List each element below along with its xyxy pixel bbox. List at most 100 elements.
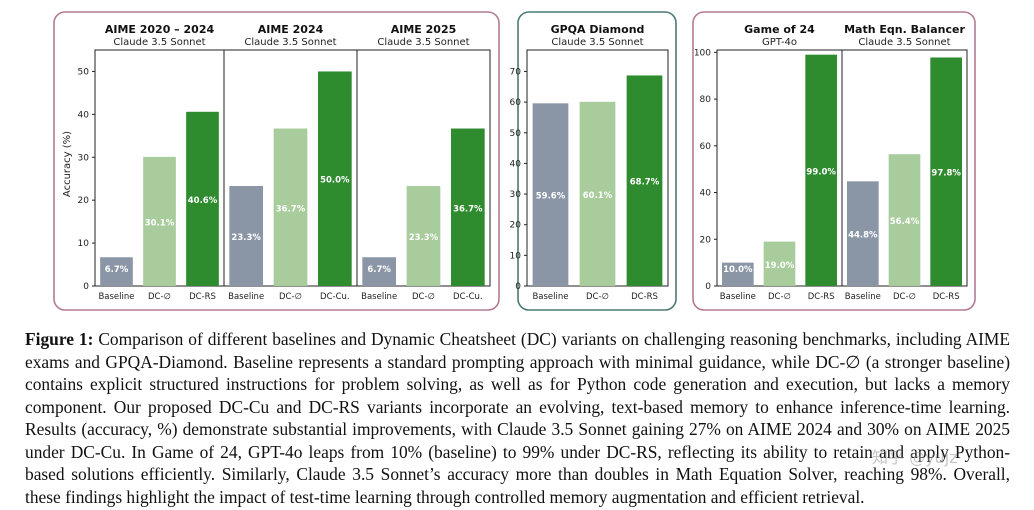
y-tick-label: 50	[78, 67, 90, 77]
bar-DC-∅	[579, 101, 616, 287]
bar-DC-∅	[406, 186, 441, 286]
y-axis-label: Accuracy (%)	[62, 131, 73, 197]
bar-value-label: 23.3%	[231, 233, 261, 243]
y-tick-label: 60	[700, 142, 712, 152]
bar-DC-RS	[626, 75, 663, 286]
x-tick-label: DC-RS	[808, 292, 835, 302]
figure-caption: Figure 1: Comparison of different baseli…	[25, 328, 1010, 508]
y-tick-label: 10	[78, 239, 90, 249]
bar-Baseline	[722, 262, 754, 286]
y-tick-label: 40	[78, 110, 90, 120]
x-tick-label: DC-∅	[586, 292, 609, 302]
bar-DC-RS	[186, 111, 219, 286]
y-tick-label: 0	[515, 282, 521, 292]
panel-title: GPQA Diamond	[551, 23, 645, 36]
bar-value-label: 10.0%	[723, 265, 753, 275]
group-box-math	[692, 11, 976, 311]
bar-value-label: 30.1%	[145, 218, 175, 228]
bar-DC-Cu.	[317, 71, 352, 286]
x-tick-label: DC-∅	[412, 292, 435, 302]
bar-value-label: 19.0%	[765, 261, 795, 271]
bar-DC-Cu.	[450, 128, 485, 286]
bar-value-label: 6.7%	[367, 265, 391, 275]
bar-DC-RS	[805, 54, 837, 287]
bar-Baseline	[100, 257, 133, 286]
y-tick-label: 30	[510, 190, 522, 200]
x-tick-label: Baseline	[98, 292, 134, 302]
panel-title: Game of 24	[744, 23, 815, 36]
bar-value-label: 44.8%	[848, 231, 878, 241]
y-tick-label: 60	[510, 98, 522, 108]
bar-value-label: 97.8%	[931, 169, 961, 179]
y-tick-label: 30	[78, 153, 90, 163]
bar-value-label: 60.1%	[583, 191, 613, 201]
y-tick-label: 40	[510, 159, 522, 169]
x-tick-label: Baseline	[845, 292, 881, 302]
x-tick-label: DC-∅	[893, 292, 916, 302]
bar-value-label: 23.3%	[409, 233, 439, 243]
panel-subtitle: GPT-4o	[762, 37, 797, 48]
x-tick-label: DC-RS	[631, 292, 658, 302]
y-tick-label: 20	[78, 196, 90, 206]
caption-lead: Figure 1:	[25, 329, 94, 349]
watermark: 知乎 @yujz	[872, 448, 958, 467]
bar-DC-∅	[888, 154, 921, 286]
y-tick-label: 0	[705, 282, 711, 292]
panel-subtitle: Claude 3.5 Sonnet	[244, 37, 336, 48]
panel-subtitle: Claude 3.5 Sonnet	[377, 37, 469, 48]
panel-subtitle: Claude 3.5 Sonnet	[113, 37, 205, 48]
bar-DC-∅	[273, 128, 308, 286]
y-tick-label: 100	[694, 48, 711, 58]
panel-title: AIME 2020 – 2024	[105, 23, 215, 36]
x-tick-label: Baseline	[361, 292, 397, 302]
bar-DC-RS	[930, 57, 962, 286]
bar-value-label: 56.4%	[890, 217, 920, 227]
x-tick-label: DC-∅	[768, 292, 791, 302]
x-tick-label: DC-RS	[189, 292, 216, 302]
x-tick-label: Baseline	[720, 292, 756, 302]
y-tick-label: 70	[510, 67, 522, 77]
group-box-gpqa	[517, 11, 677, 311]
y-tick-label: 10	[510, 251, 522, 261]
panel-title: Math Eqn. Balancer	[844, 23, 965, 36]
group-box-aime	[53, 11, 500, 311]
y-tick-label: 0	[83, 282, 89, 292]
x-tick-label: DC-Cu.	[320, 292, 350, 302]
bar-value-label: 6.7%	[105, 265, 129, 275]
x-tick-label: Baseline	[228, 292, 264, 302]
y-tick-label: 20	[510, 221, 522, 231]
bar-Baseline	[847, 181, 879, 286]
bar-Baseline	[532, 103, 569, 287]
x-tick-label: DC-∅	[279, 292, 302, 302]
bar-value-label: 68.7%	[630, 178, 660, 188]
x-tick-label: DC-∅	[148, 292, 171, 302]
panel-title: AIME 2025	[391, 23, 457, 36]
bar-Baseline	[229, 186, 264, 286]
bar-Baseline	[362, 257, 397, 286]
y-tick-label: 40	[700, 189, 712, 199]
caption-text: Comparison of different baselines and Dy…	[25, 329, 1011, 507]
bar-value-label: 40.6%	[188, 196, 218, 206]
y-tick-label: 80	[700, 95, 712, 105]
x-tick-label: DC-Cu.	[453, 292, 483, 302]
bar-DC-∅	[763, 241, 796, 286]
bar-value-label: 36.7%	[453, 204, 483, 214]
bar-value-label: 50.0%	[320, 176, 350, 186]
bar-value-label: 59.6%	[536, 192, 566, 202]
x-tick-label: DC-RS	[933, 292, 960, 302]
panel-subtitle: Claude 3.5 Sonnet	[551, 37, 643, 48]
y-tick-label: 20	[700, 235, 712, 245]
bar-value-label: 36.7%	[276, 204, 306, 214]
panel-subtitle: Claude 3.5 Sonnet	[858, 37, 950, 48]
bar-DC-∅	[143, 156, 176, 286]
bar-value-label: 99.0%	[806, 167, 836, 177]
panel-title: AIME 2024	[258, 23, 324, 36]
y-tick-label: 50	[510, 129, 522, 139]
